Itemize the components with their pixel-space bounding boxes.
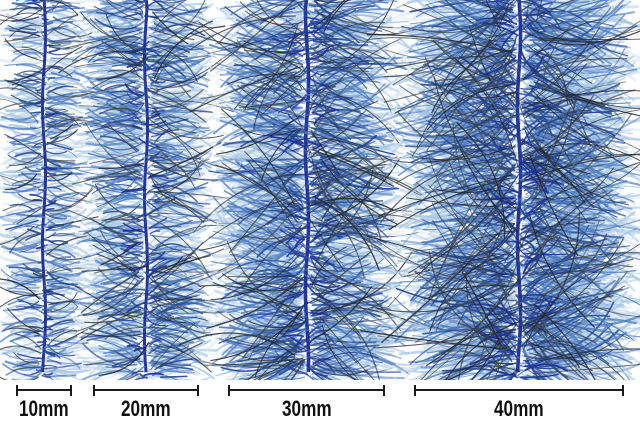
size-label-text: 30mm xyxy=(282,396,332,421)
fiber-brush-40mm xyxy=(360,0,640,380)
size-label-10mm: 10mm xyxy=(0,397,92,420)
size-label-20mm: 20mm xyxy=(98,397,194,420)
size-label-30mm: 30mm xyxy=(259,397,355,420)
fiber-brush-10mm xyxy=(0,0,99,380)
ruler-bracket-30mm xyxy=(228,384,385,396)
ruler-bracket-20mm xyxy=(93,384,199,396)
size-label-text: 20mm xyxy=(121,396,171,421)
size-label-text: 10mm xyxy=(19,396,69,421)
ruler-bracket-40mm xyxy=(414,384,624,396)
fiber-brush-20mm xyxy=(58,0,235,380)
fiber-brush-30mm xyxy=(178,0,433,380)
size-label-40mm: 40mm xyxy=(471,397,567,420)
size-label-text: 40mm xyxy=(494,396,544,421)
ruler-bracket-10mm xyxy=(16,384,72,396)
